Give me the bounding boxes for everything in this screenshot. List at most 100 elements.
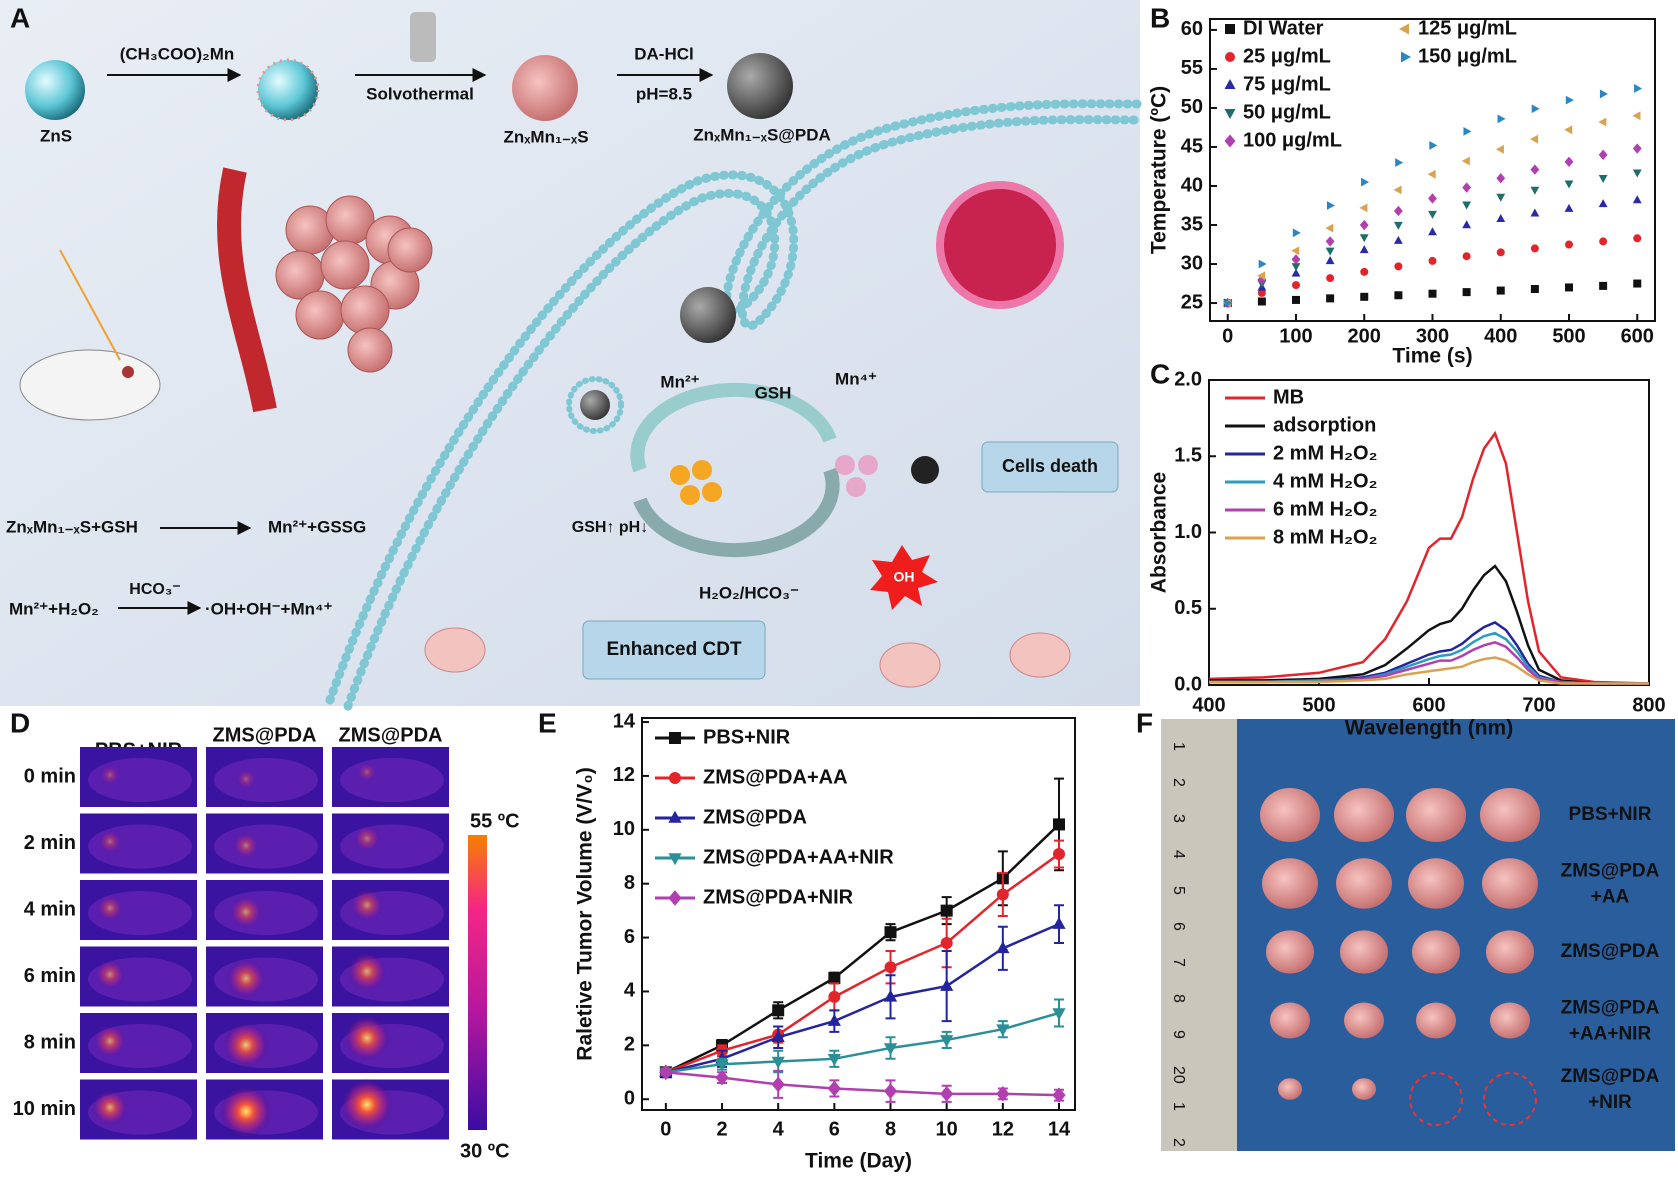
legend-label: MB xyxy=(1273,386,1304,408)
marker xyxy=(1531,104,1540,114)
label: GSH↑ pH↓ xyxy=(572,519,648,536)
label: Solvothermal xyxy=(366,84,474,103)
y-tick-label: 1.0 xyxy=(1174,521,1202,543)
box xyxy=(582,620,766,680)
y-tick-label: 4 xyxy=(624,980,636,1002)
series-line xyxy=(1209,621,1649,685)
hot-spot xyxy=(350,888,384,922)
y-tick-label: 2 xyxy=(624,1034,635,1056)
y-tick-label: 12 xyxy=(613,764,635,786)
marker xyxy=(1291,246,1300,256)
marker xyxy=(1530,186,1540,195)
marker xyxy=(1428,289,1437,298)
marker xyxy=(1052,1087,1066,1103)
x-tick-label: 400 xyxy=(1192,694,1225,716)
marker xyxy=(1598,174,1608,183)
radical-burst xyxy=(870,545,938,610)
row-label: 0 min xyxy=(24,765,76,787)
hot-spot xyxy=(93,1024,127,1058)
marker xyxy=(1429,141,1438,150)
membrane xyxy=(325,115,1145,705)
legend-label: 8 mM H₂O₂ xyxy=(1273,526,1377,548)
tumor-site xyxy=(122,366,134,378)
marker xyxy=(884,961,897,974)
marker xyxy=(828,990,841,1003)
ruler-label: 5 xyxy=(1170,886,1187,895)
label: DA-HCl xyxy=(634,44,694,63)
marker xyxy=(1461,156,1470,166)
marker xyxy=(827,1080,841,1097)
group-label: +AA xyxy=(1591,887,1630,908)
x-tick-label: 12 xyxy=(992,1118,1014,1140)
y-tick-label: 14 xyxy=(613,710,636,732)
x-tick-label: 600 xyxy=(1412,694,1445,716)
marker xyxy=(1462,288,1471,297)
marker xyxy=(1565,240,1574,249)
label: H₂O₂/HCO₃⁻ xyxy=(699,583,799,602)
y-axis-label: Raletive Tumor Volume (V/V₀) xyxy=(574,767,597,1060)
colorbar xyxy=(468,835,487,1130)
marker xyxy=(1598,117,1607,127)
marker xyxy=(1462,201,1472,210)
marker xyxy=(1325,256,1335,265)
series-line xyxy=(1209,564,1649,685)
marker xyxy=(1530,208,1540,217)
legend-label: 25 μg/mL xyxy=(1243,45,1331,67)
marker xyxy=(1632,169,1642,178)
hot-spot xyxy=(341,1078,393,1131)
x-tick-label: 4 xyxy=(773,1118,785,1140)
marker xyxy=(1564,180,1574,189)
legend-label: ZMS@PDA+NIR xyxy=(703,886,854,908)
tumor xyxy=(1270,1002,1310,1039)
tumor xyxy=(1412,930,1460,974)
marker xyxy=(1361,177,1370,187)
panel-label: B xyxy=(1150,2,1170,33)
x-tick-label: 800 xyxy=(1632,694,1665,716)
marker xyxy=(1325,236,1335,247)
marker xyxy=(669,772,681,784)
equation: HCO₃⁻ xyxy=(129,581,180,598)
hot-spot xyxy=(92,1089,128,1126)
marker xyxy=(1428,193,1437,204)
marker xyxy=(940,1035,954,1048)
mouse xyxy=(19,349,161,421)
mn4-ions xyxy=(835,455,878,497)
marker xyxy=(1565,283,1574,292)
x-tick-label: 300 xyxy=(1416,325,1449,347)
marker xyxy=(1633,279,1642,288)
group-label: PBS+NIR xyxy=(1569,804,1652,825)
marker xyxy=(1291,281,1300,290)
cycle-arrow xyxy=(633,467,840,558)
series-line xyxy=(665,1011,1060,1074)
series-line xyxy=(665,1071,1060,1097)
colorbar-label: 55 ºC xyxy=(470,810,520,832)
label: ZnₓMn₁₋ₓS xyxy=(503,127,588,146)
equation: Mn²⁺+GSSG xyxy=(268,517,366,536)
endosome xyxy=(566,376,624,434)
marker xyxy=(1291,263,1301,272)
x-tick-label: 2 xyxy=(716,1118,727,1140)
y-tick-label: 2.0 xyxy=(1174,368,1202,390)
tumor xyxy=(1336,858,1392,909)
tumor xyxy=(1486,930,1534,974)
nucleus xyxy=(936,181,1064,309)
legend-marker xyxy=(1224,79,1236,89)
x-tick-label: 0 xyxy=(1222,325,1233,347)
y-tick-label: 25 xyxy=(1181,291,1203,313)
marker xyxy=(1564,203,1574,212)
marker xyxy=(1565,95,1574,105)
ruler-label: 9 xyxy=(1170,1030,1187,1039)
group-label: ZMS@PDA xyxy=(1561,861,1660,882)
tumor xyxy=(1340,930,1388,974)
marker xyxy=(828,971,841,984)
tumor xyxy=(1344,1002,1384,1039)
marker xyxy=(1496,286,1505,295)
marker xyxy=(1394,291,1403,300)
x-tick-label: 700 xyxy=(1522,694,1555,716)
box xyxy=(981,441,1119,493)
legend-label: 75 μg/mL xyxy=(1243,73,1331,95)
row-label: 6 min xyxy=(24,965,76,987)
marker xyxy=(827,1054,841,1067)
mn2-ions xyxy=(670,460,722,505)
marker xyxy=(1462,182,1472,193)
